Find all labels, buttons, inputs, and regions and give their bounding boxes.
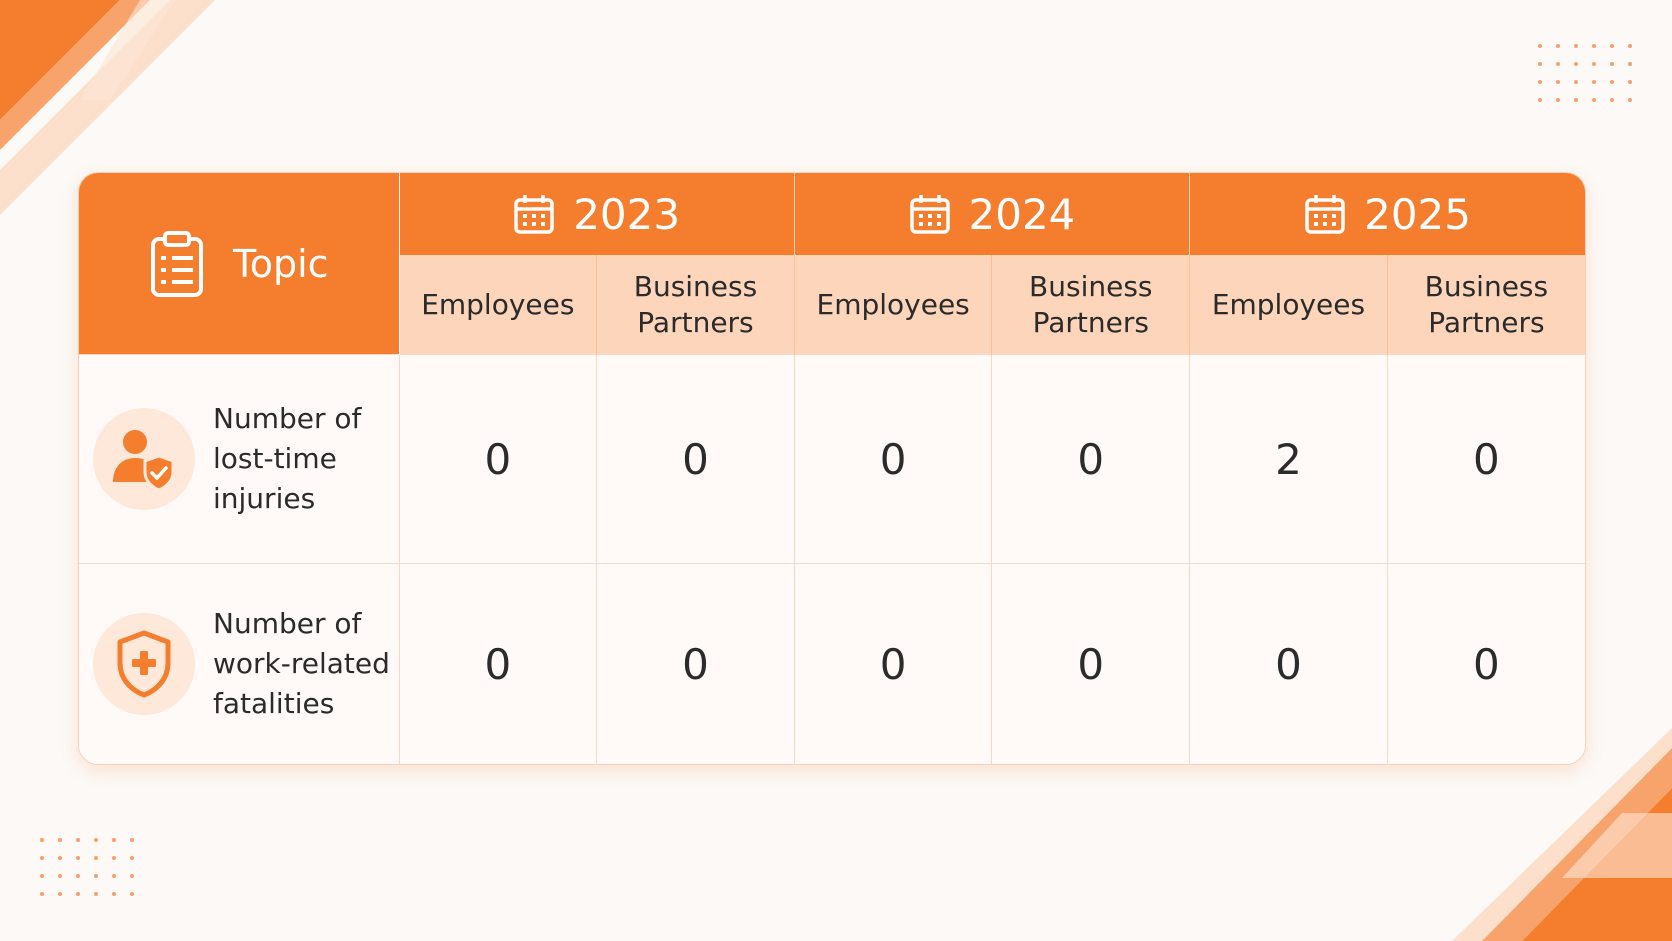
shield-plus-icon bbox=[93, 613, 195, 715]
year-label: 2024 bbox=[968, 189, 1076, 239]
sub-header-employees: Employees bbox=[399, 255, 598, 355]
cell-value: 0 bbox=[991, 563, 1191, 764]
year-header-2025: 2025 bbox=[1189, 173, 1585, 255]
table-row: Number of work-related fatalities 0 0 0 … bbox=[79, 563, 1585, 764]
row-topic-label: Number of work-related fatalities bbox=[213, 607, 390, 720]
person-shield-check-icon bbox=[93, 408, 195, 510]
cell-value: 2 bbox=[1189, 353, 1388, 564]
calendar-icon bbox=[514, 195, 554, 234]
cell-value: 0 bbox=[596, 353, 795, 564]
bottom-left-dot-grid bbox=[40, 838, 134, 896]
year-label: 2025 bbox=[1364, 189, 1471, 239]
year-header-2023: 2023 bbox=[399, 173, 795, 255]
cell-value: 0 bbox=[596, 563, 795, 764]
sub-header-employees: Employees bbox=[794, 255, 993, 355]
cell-value: 0 bbox=[399, 563, 598, 764]
year-label: 2023 bbox=[573, 189, 681, 239]
calendar-icon bbox=[909, 195, 950, 234]
year-header-2024: 2024 bbox=[794, 173, 1191, 255]
safety-statistics-table: Topic 2023 bbox=[78, 172, 1586, 765]
cell-value: 0 bbox=[991, 353, 1191, 564]
top-right-dot-grid bbox=[1538, 44, 1632, 102]
sub-header-employees: Employees bbox=[1189, 255, 1388, 355]
cell-value: 0 bbox=[1387, 353, 1585, 564]
topic-header: Topic bbox=[79, 173, 400, 355]
cell-value: 0 bbox=[1189, 563, 1388, 764]
sub-header-business-partners: Business Partners bbox=[596, 255, 795, 355]
clipboard-icon bbox=[150, 230, 203, 297]
row-topic-work-related-fatalities: Number of work-related fatalities bbox=[79, 563, 400, 764]
cell-value: 0 bbox=[399, 353, 598, 564]
row-topic-lost-time-injuries: Number of lost-time injuries bbox=[79, 353, 400, 564]
table-row: Number of lost-time injuries 0 0 0 0 2 0 bbox=[79, 353, 1585, 564]
sub-header-business-partners: Business Partners bbox=[1387, 255, 1585, 355]
row-topic-label: Number of lost-time injuries bbox=[213, 402, 362, 515]
sub-header-business-partners: Business Partners bbox=[991, 255, 1191, 355]
cell-value: 0 bbox=[794, 563, 993, 764]
calendar-icon bbox=[1305, 195, 1345, 234]
topic-header-label: Topic bbox=[232, 241, 329, 286]
cell-value: 0 bbox=[794, 353, 993, 564]
cell-value: 0 bbox=[1387, 563, 1585, 764]
